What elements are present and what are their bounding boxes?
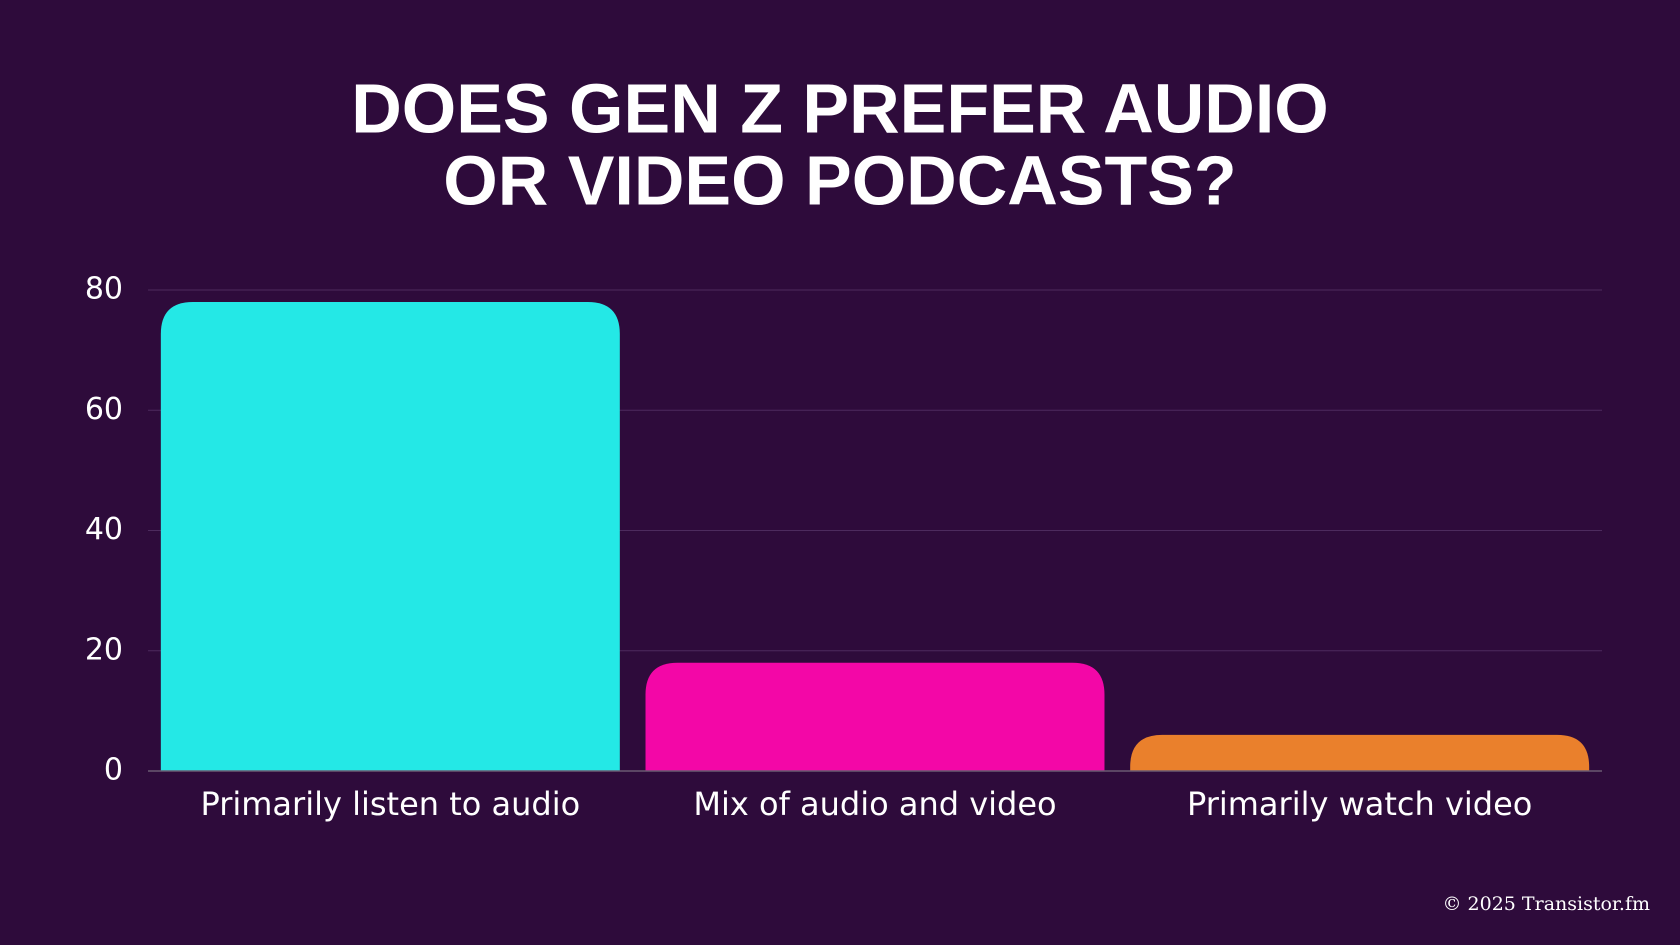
y-tick-label: 60	[85, 392, 123, 427]
chart-title: DOES GEN Z PREFER AUDIO	[351, 69, 1329, 147]
y-tick-label: 20	[85, 632, 123, 667]
x-tick-label: Primarily listen to audio	[200, 785, 580, 823]
y-tick-label: 40	[85, 512, 123, 547]
bar	[1130, 734, 1590, 771]
chart-title: OR VIDEO PODCASTS?	[443, 141, 1236, 219]
bar	[160, 302, 620, 771]
y-tick-label: 80	[85, 272, 123, 307]
footer: © 2025 Transistor.fm	[1443, 893, 1651, 915]
bar	[645, 662, 1105, 771]
y-tick-label: 0	[104, 753, 123, 788]
x-tick-label: Mix of audio and video	[693, 785, 1056, 823]
x-tick-label: Primarily watch video	[1187, 785, 1532, 823]
